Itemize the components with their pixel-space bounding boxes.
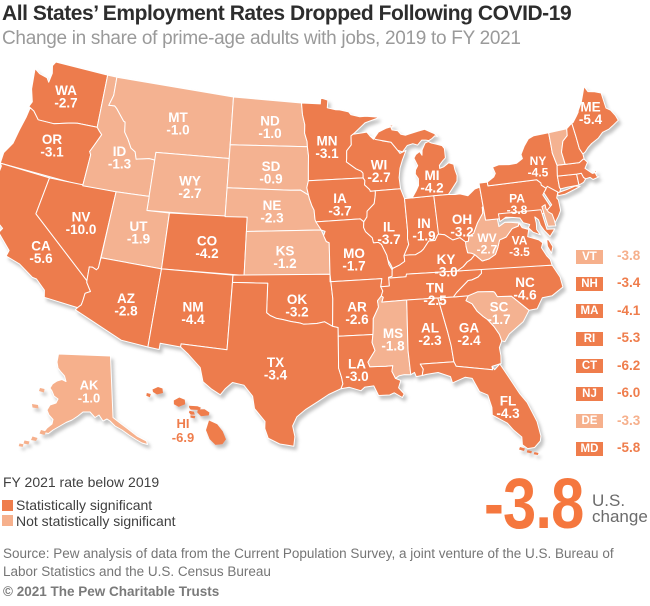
svg-text:-4.3: -4.3 bbox=[496, 406, 520, 421]
svg-text:-3.8: -3.8 bbox=[507, 203, 528, 217]
svg-text:-1.7: -1.7 bbox=[342, 259, 365, 274]
svg-text:PA: PA bbox=[509, 192, 525, 206]
svg-text:SD: SD bbox=[262, 159, 281, 174]
svg-text:-3.7: -3.7 bbox=[377, 232, 400, 247]
svg-text:-3.4: -3.4 bbox=[264, 368, 288, 383]
svg-text:-2.3: -2.3 bbox=[418, 333, 442, 348]
svg-text:-2.7: -2.7 bbox=[54, 96, 77, 111]
svg-text:-3.5: -3.5 bbox=[509, 245, 530, 259]
svg-text:-3.2: -3.2 bbox=[450, 225, 473, 240]
svg-text:AK: AK bbox=[80, 378, 99, 393]
svg-text:IA: IA bbox=[333, 191, 347, 206]
svg-text:MT: MT bbox=[168, 110, 188, 125]
svg-text:-4.2: -4.2 bbox=[195, 246, 218, 261]
svg-text:WY: WY bbox=[179, 174, 201, 189]
svg-text:-5.4: -5.4 bbox=[579, 112, 603, 127]
svg-text:-2.6: -2.6 bbox=[345, 312, 369, 327]
svg-text:MI: MI bbox=[425, 168, 440, 183]
svg-text:-10.0: -10.0 bbox=[66, 222, 97, 237]
svg-text:UT: UT bbox=[130, 219, 149, 234]
svg-text:AR: AR bbox=[347, 300, 367, 315]
svg-text:-4.5: -4.5 bbox=[528, 166, 549, 180]
svg-text:-2.4: -2.4 bbox=[457, 333, 481, 348]
svg-text:WI: WI bbox=[371, 158, 388, 173]
svg-text:TX: TX bbox=[267, 355, 284, 370]
svg-text:KY: KY bbox=[437, 252, 456, 267]
svg-text:NV: NV bbox=[72, 210, 91, 225]
svg-text:-5.6: -5.6 bbox=[29, 251, 53, 266]
svg-text:ID: ID bbox=[113, 144, 127, 159]
svg-text:CA: CA bbox=[31, 239, 51, 254]
svg-text:NC: NC bbox=[515, 275, 535, 290]
svg-text:-0.9: -0.9 bbox=[259, 172, 282, 187]
svg-text:WV: WV bbox=[477, 231, 496, 245]
svg-text:-1.0: -1.0 bbox=[258, 126, 281, 141]
svg-text:-1.3: -1.3 bbox=[108, 157, 132, 172]
svg-text:-3.0: -3.0 bbox=[345, 369, 368, 384]
svg-text:MN: MN bbox=[317, 134, 338, 149]
svg-text:-1.0: -1.0 bbox=[166, 123, 189, 138]
svg-text:OH: OH bbox=[452, 212, 472, 227]
svg-text:-2.5: -2.5 bbox=[423, 293, 447, 308]
svg-text:ND: ND bbox=[260, 114, 280, 129]
svg-text:IN: IN bbox=[417, 216, 431, 231]
svg-text:-1.9: -1.9 bbox=[412, 229, 435, 244]
svg-text:WA: WA bbox=[55, 83, 77, 98]
svg-text:-4.2: -4.2 bbox=[420, 181, 443, 196]
svg-text:IL: IL bbox=[383, 220, 395, 235]
svg-text:AL: AL bbox=[421, 321, 439, 336]
svg-text:NM: NM bbox=[183, 300, 204, 315]
svg-text:FL: FL bbox=[500, 394, 517, 409]
svg-text:OK: OK bbox=[287, 292, 308, 307]
svg-text:MS: MS bbox=[383, 326, 403, 341]
svg-text:NE: NE bbox=[263, 198, 282, 213]
svg-text:-4.4: -4.4 bbox=[181, 312, 205, 327]
svg-text:-1.0: -1.0 bbox=[78, 391, 100, 406]
svg-text:VA: VA bbox=[512, 234, 528, 248]
svg-text:-1.8: -1.8 bbox=[381, 339, 405, 354]
svg-text:OR: OR bbox=[42, 132, 63, 147]
svg-text:ME: ME bbox=[580, 100, 600, 115]
svg-text:-1.9: -1.9 bbox=[127, 232, 150, 247]
svg-text:CO: CO bbox=[197, 234, 217, 249]
svg-text:HI: HI bbox=[177, 416, 190, 431]
svg-text:-4.6: -4.6 bbox=[513, 288, 537, 303]
svg-text:-2.7: -2.7 bbox=[367, 170, 390, 185]
svg-text:LA: LA bbox=[348, 357, 366, 372]
svg-text:SC: SC bbox=[490, 300, 509, 315]
svg-text:-2.7: -2.7 bbox=[178, 186, 201, 201]
svg-text:-1.7: -1.7 bbox=[487, 312, 510, 327]
svg-text:-3.7: -3.7 bbox=[328, 204, 351, 219]
svg-text:-1.2: -1.2 bbox=[273, 256, 296, 271]
svg-text:-3.1: -3.1 bbox=[40, 145, 64, 160]
svg-text:GA: GA bbox=[459, 321, 480, 336]
svg-text:-6.9: -6.9 bbox=[172, 430, 194, 445]
svg-text:-3.2: -3.2 bbox=[285, 305, 308, 320]
svg-text:NY: NY bbox=[530, 154, 547, 168]
svg-text:AZ: AZ bbox=[117, 291, 135, 306]
svg-text:-3.0: -3.0 bbox=[434, 265, 457, 280]
svg-text:MO: MO bbox=[343, 246, 365, 261]
svg-text:TN: TN bbox=[426, 281, 444, 296]
svg-text:-2.7: -2.7 bbox=[477, 243, 498, 257]
svg-text:KS: KS bbox=[276, 244, 295, 259]
svg-text:-2.3: -2.3 bbox=[260, 211, 284, 226]
svg-text:-2.8: -2.8 bbox=[114, 304, 138, 319]
svg-text:-3.1: -3.1 bbox=[315, 146, 339, 161]
